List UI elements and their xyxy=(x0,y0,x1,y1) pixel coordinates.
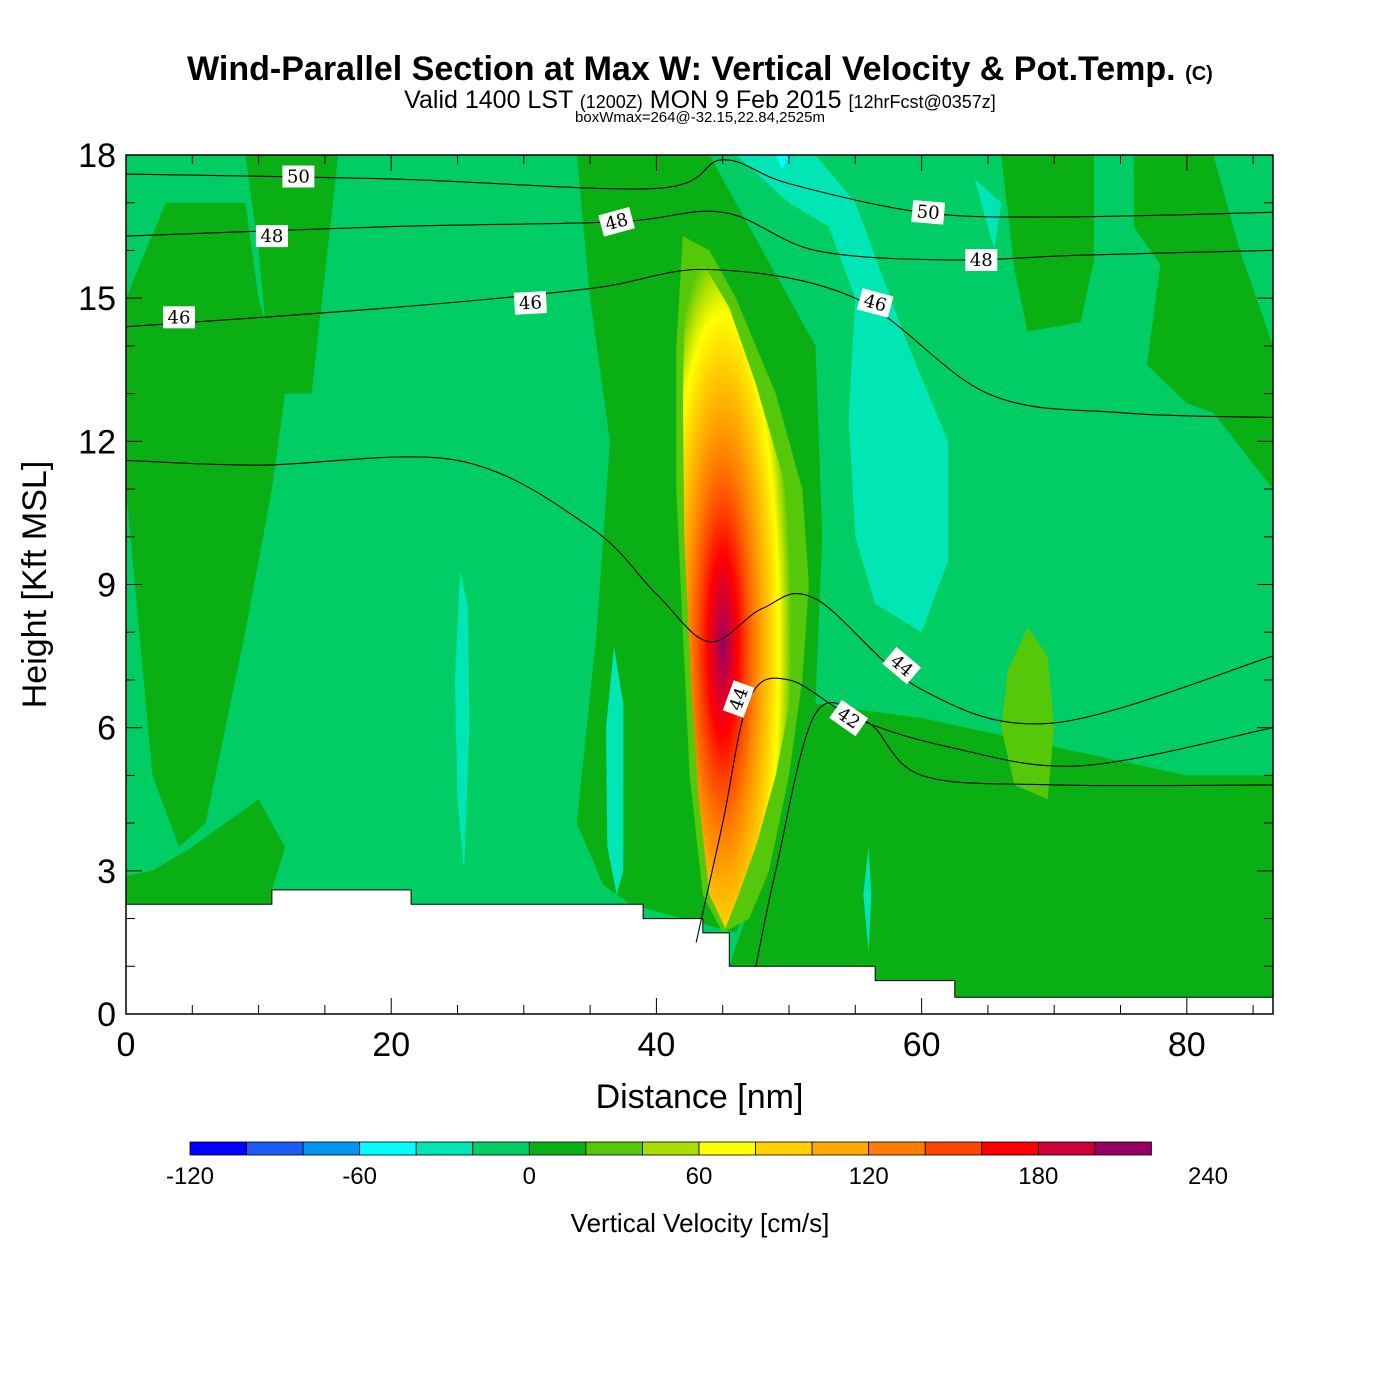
contour-label-box xyxy=(829,699,869,737)
updraft-core xyxy=(682,255,797,929)
contour-label-box xyxy=(513,291,547,315)
velocity-area xyxy=(606,646,624,895)
x-axis-title: Distance [nm] xyxy=(596,1078,804,1116)
colorbar-tick-label: -120 xyxy=(166,1163,214,1190)
contour-label-text: 46 xyxy=(168,307,191,328)
colorbar-swatch xyxy=(189,1141,247,1156)
colorbar-swatch xyxy=(811,1141,870,1156)
colorbar-swatch xyxy=(642,1141,700,1156)
contour-label: 48 xyxy=(255,225,288,248)
contour-label-box xyxy=(722,680,755,718)
contour-label: 50 xyxy=(282,165,315,188)
y-tick-label: 15 xyxy=(78,280,116,318)
contour-label-box xyxy=(965,249,998,271)
vertical-velocity-field xyxy=(126,155,1273,1014)
y-tick-label: 6 xyxy=(97,710,116,748)
velocity-area xyxy=(863,847,872,952)
colorbar-swatch xyxy=(1094,1141,1152,1156)
velocity-area xyxy=(1001,627,1055,800)
velocity-area xyxy=(126,202,286,847)
contour-label-box xyxy=(856,288,894,318)
colorbar-swatch xyxy=(1037,1141,1096,1156)
colorbar-tick-label: 180 xyxy=(1018,1163,1058,1190)
velocity-area xyxy=(881,155,1094,332)
copyright-mark: (C) xyxy=(1185,63,1213,85)
contour-label-text: 48 xyxy=(260,226,283,247)
velocity-area xyxy=(736,155,949,633)
x-tick-label: 80 xyxy=(1168,1026,1206,1064)
box-wmax-info: boxWmax=264@-32.15,22.84,2525m xyxy=(575,109,825,126)
colorbar-swatch xyxy=(698,1141,756,1156)
velocity-area xyxy=(729,703,1273,998)
colorbar-swatch xyxy=(246,1141,304,1156)
colorbar-tick-label: 120 xyxy=(849,1163,889,1190)
y-tick-label: 3 xyxy=(97,853,116,891)
contour-label-box xyxy=(255,225,288,248)
colorbar-swatch xyxy=(868,1141,926,1156)
x-tick-label: 20 xyxy=(372,1026,410,1064)
colorbar-swatch xyxy=(472,1141,530,1156)
theta-contour-48 xyxy=(126,210,1273,261)
contour-label-box xyxy=(163,306,195,329)
x-tick-label: 0 xyxy=(117,1026,136,1064)
contour-label-box xyxy=(598,207,635,237)
colorbar-swatch xyxy=(302,1141,361,1156)
colorbar-tick-label: 240 xyxy=(1188,1163,1228,1190)
contour-label: 50 xyxy=(911,199,946,225)
theta-contour-42 xyxy=(755,702,1273,967)
velocity-area xyxy=(126,799,286,905)
contour-label: 48 xyxy=(965,249,998,271)
contour-label: 46 xyxy=(513,291,547,315)
colorbar-swatch xyxy=(359,1141,417,1156)
theta-contour-45 xyxy=(126,456,1273,725)
contour-label-text: 50 xyxy=(916,201,941,224)
colorbar: -120 -60 0 60 120 180 240 Vertical Velocity [cm… xyxy=(166,1141,1228,1238)
contour-label-box xyxy=(282,165,315,188)
y-axis-title: Height [Kft MSL] xyxy=(16,461,54,709)
colorbar-tick-label: 60 xyxy=(686,1163,713,1190)
colorbar-swatch xyxy=(585,1141,643,1156)
theta-contour-50 xyxy=(126,159,1273,218)
theta-contour-46 xyxy=(126,268,1273,419)
colorbar-swatch xyxy=(981,1141,1039,1156)
velocity-area xyxy=(454,570,470,871)
colorbar-title: Vertical Velocity [cm/s] xyxy=(571,1208,830,1238)
velocity-area xyxy=(126,155,339,394)
contour-label-text: 50 xyxy=(287,167,310,188)
x-tick-label: 60 xyxy=(903,1026,941,1064)
contour-label-text: 46 xyxy=(518,292,542,314)
colorbar-swatch xyxy=(528,1141,587,1156)
y-tick-label: 9 xyxy=(97,567,116,605)
colorbar-tick-label: 0 xyxy=(523,1163,536,1190)
velocity-area xyxy=(775,155,789,170)
contour-label-box xyxy=(882,646,922,685)
contour-label-text: 48 xyxy=(970,250,993,271)
y-tick-label: 12 xyxy=(78,423,116,461)
chart-title: Wind-Parallel Section at Max W: Vertical… xyxy=(187,50,1213,88)
colorbar-swatch xyxy=(415,1141,474,1156)
velocity-area xyxy=(1133,155,1273,490)
contour-label: 46 xyxy=(163,306,195,329)
plot-axes: 0 20 40 60 80 0 3 6 9 12 15 18 Distance [nm] Height [… xyxy=(16,137,1274,1116)
chart-subtitle: Valid 1400 LST (1200Z) MON 9 Feb 2015 [1… xyxy=(404,86,996,114)
colorbar-swatch xyxy=(924,1141,983,1156)
colorbar-tick-label: -60 xyxy=(342,1163,377,1190)
y-tick-label: 0 xyxy=(97,996,116,1034)
colorbar-swatch xyxy=(755,1141,813,1156)
contour-label-box xyxy=(911,199,946,225)
velocity-area xyxy=(974,178,1002,251)
x-tick-label: 40 xyxy=(637,1026,675,1064)
y-tick-label: 18 xyxy=(78,137,116,175)
